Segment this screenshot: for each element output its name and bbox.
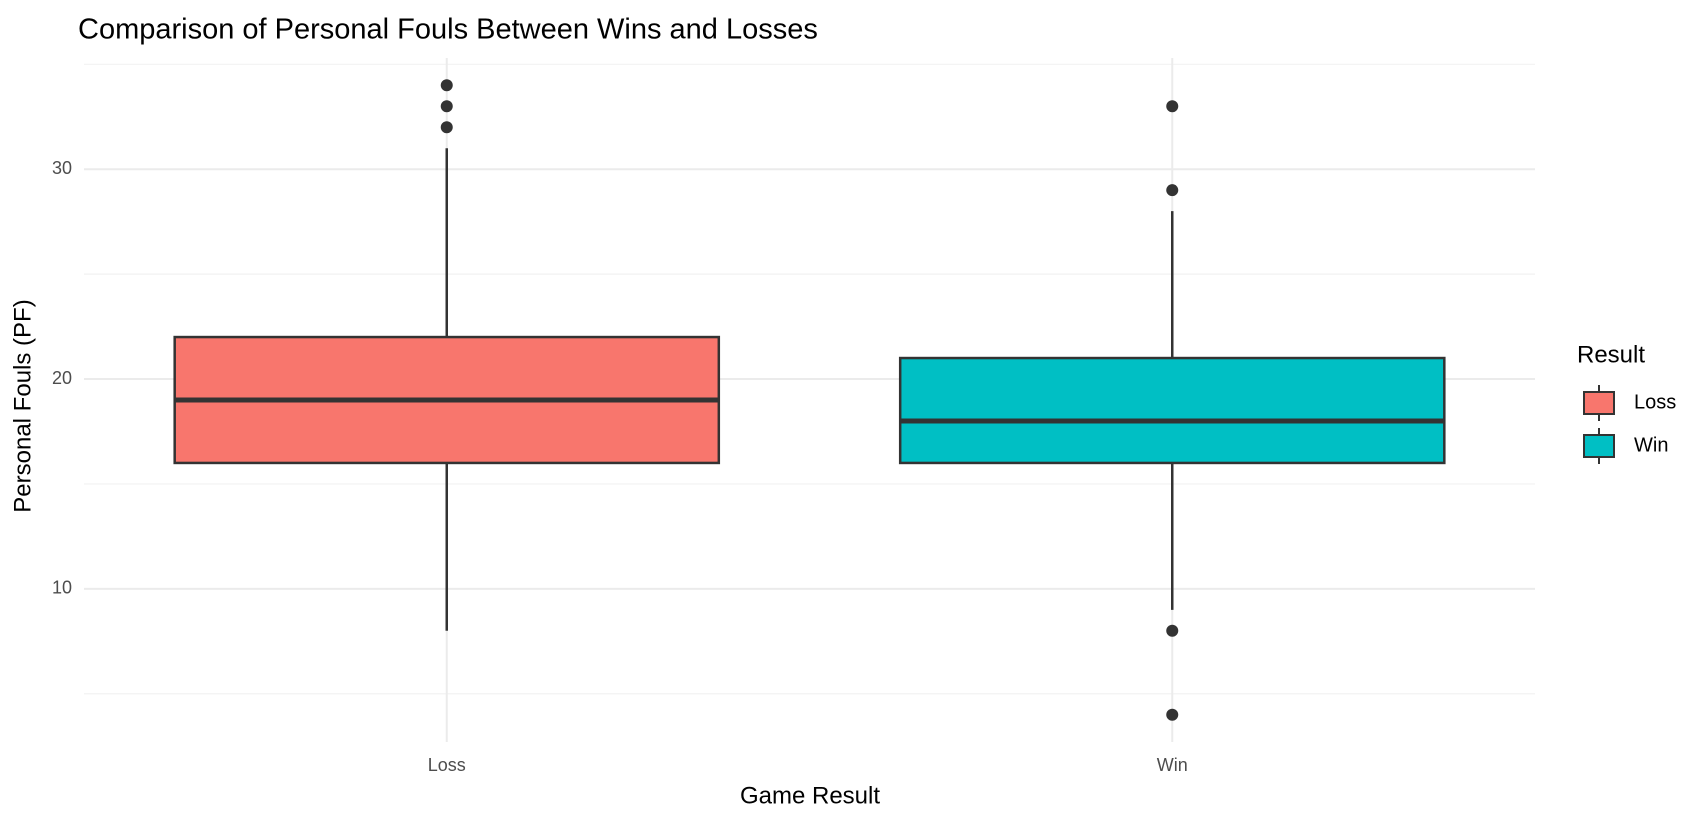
x-axis-title: Game Result xyxy=(740,782,880,809)
outlier xyxy=(440,79,453,92)
y-tick-label: 10 xyxy=(52,578,72,598)
legend-title: Result xyxy=(1577,341,1645,368)
outlier xyxy=(1166,100,1179,113)
legend-label: Loss xyxy=(1634,391,1676,413)
outlier xyxy=(440,100,453,113)
legend-label: Win xyxy=(1634,434,1668,456)
y-tick-label: 20 xyxy=(52,368,72,388)
box xyxy=(898,356,1446,465)
outlier xyxy=(1166,624,1179,637)
legend-key xyxy=(1583,391,1615,415)
x-tick-label: Loss xyxy=(428,755,466,775)
y-tick-label: 30 xyxy=(52,158,72,178)
outlier xyxy=(1166,708,1179,721)
outlier xyxy=(440,121,453,134)
outlier xyxy=(1166,184,1179,197)
x-tick-label: Win xyxy=(1157,755,1188,775)
chart-title: Comparison of Personal Fouls Between Win… xyxy=(78,14,818,46)
y-axis-title: Personal Fouls (PF) xyxy=(9,299,36,512)
legend-key xyxy=(1583,434,1615,458)
